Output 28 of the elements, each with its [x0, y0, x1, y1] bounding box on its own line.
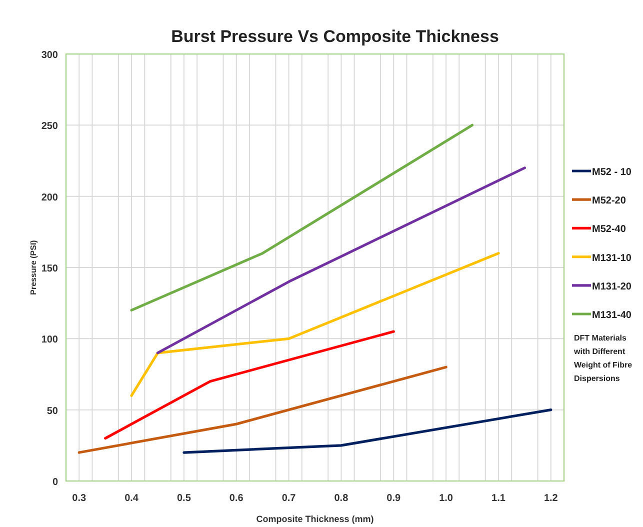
- x-tick-label: 0.6: [229, 493, 244, 504]
- y-tick-label: 300: [41, 50, 58, 61]
- y-tick-label: 50: [46, 406, 58, 417]
- y-axis-title: Pressure (PSI): [29, 240, 38, 295]
- x-tick-label: 1.2: [544, 493, 558, 504]
- legend-label: M52 - 10: [592, 167, 632, 178]
- y-tick-label: 0: [52, 477, 58, 488]
- x-tick-label: 0.4: [124, 493, 139, 504]
- y-tick-label: 100: [41, 334, 58, 346]
- x-tick-label: 0.8: [334, 493, 349, 504]
- legend-label: M131-40: [592, 310, 632, 321]
- x-tick-label: 1.1: [492, 493, 506, 504]
- x-tick-label: 1.0: [439, 493, 454, 504]
- y-tick-label: 250: [41, 121, 58, 132]
- x-tick-label: 0.5: [176, 493, 192, 504]
- legend-label: M131-10: [592, 252, 632, 264]
- line-series: [130, 252, 500, 397]
- x-tick-label: 0.9: [386, 493, 402, 504]
- text: DFT Materials with Different Weight of Fibre Dispersions: [573, 334, 633, 384]
- y-tick-label: 150: [41, 264, 58, 274]
- x-tick-label: 0.7: [282, 493, 296, 504]
- legend-label: M131-20: [592, 281, 632, 292]
- legend-label: M52-40: [592, 224, 626, 236]
- x-tick-label: 0.3: [72, 493, 86, 504]
- x-axis-title: Composite Thickness (mm): [256, 514, 374, 524]
- legend-label: M52-20: [592, 196, 626, 207]
- chart-title: Burst Pressure Vs Composite Thickness: [171, 27, 499, 46]
- y-tick-label: 200: [41, 192, 58, 204]
